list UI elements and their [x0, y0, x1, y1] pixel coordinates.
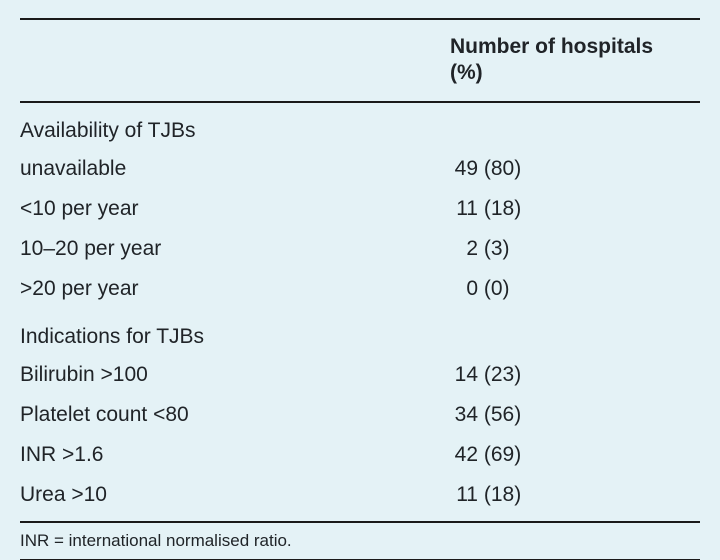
row-pct: (18) — [484, 483, 521, 506]
row-pct: (18) — [484, 197, 521, 220]
row-label: INR >1.6 — [20, 435, 450, 475]
section-title-row: Indications for TJBs — [20, 309, 700, 355]
row-value: 0 (0) — [450, 269, 700, 309]
row-value: 11 (18) — [450, 475, 700, 522]
footnote-row: INR = international normalised ratio. — [20, 522, 700, 560]
row-value: 34 (56) — [450, 395, 700, 435]
row-pct: (80) — [484, 157, 521, 180]
section-title-blank — [450, 102, 700, 149]
row-pct: (23) — [484, 363, 521, 386]
row-pct: (0) — [484, 277, 510, 300]
row-n: 11 — [450, 483, 478, 507]
row-n: 11 — [450, 197, 478, 221]
row-label: unavailable — [20, 149, 450, 189]
table-row: >20 per year 0 (0) — [20, 269, 700, 309]
row-n: 42 — [450, 443, 478, 467]
row-pct: (56) — [484, 403, 521, 426]
row-label: 10–20 per year — [20, 229, 450, 269]
row-pct: (3) — [484, 237, 510, 260]
header-value: Number of hospitals (%) — [450, 19, 700, 102]
row-value: 2 (3) — [450, 229, 700, 269]
row-label: >20 per year — [20, 269, 450, 309]
table-row: INR >1.6 42 (69) — [20, 435, 700, 475]
row-label: Bilirubin >100 — [20, 355, 450, 395]
row-label: Urea >10 — [20, 475, 450, 522]
table-row: Platelet count <80 34 (56) — [20, 395, 700, 435]
header-line1: Number of hospitals — [450, 34, 700, 60]
header-blank — [20, 19, 450, 102]
row-label: Platelet count <80 — [20, 395, 450, 435]
row-value: 14 (23) — [450, 355, 700, 395]
section-title: Availability of TJBs — [20, 102, 450, 149]
tjb-table: Number of hospitals (%) Availability of … — [20, 18, 700, 560]
row-n: 2 — [450, 237, 478, 261]
row-n: 0 — [450, 277, 478, 301]
row-pct: (69) — [484, 443, 521, 466]
row-n: 14 — [450, 363, 478, 387]
table-row: 10–20 per year 2 (3) — [20, 229, 700, 269]
row-n: 49 — [450, 157, 478, 181]
header-row: Number of hospitals (%) — [20, 19, 700, 102]
row-label: <10 per year — [20, 189, 450, 229]
header-line2: (%) — [450, 60, 700, 86]
section-title-blank — [450, 309, 700, 355]
row-value: 42 (69) — [450, 435, 700, 475]
row-value: 49 (80) — [450, 149, 700, 189]
table-row: unavailable 49 (80) — [20, 149, 700, 189]
section-title-row: Availability of TJBs — [20, 102, 700, 149]
footnote: INR = international normalised ratio. — [20, 522, 700, 560]
section-title: Indications for TJBs — [20, 309, 450, 355]
table-body: Availability of TJBs unavailable 49 (80)… — [20, 102, 700, 560]
row-value: 11 (18) — [450, 189, 700, 229]
table-row: Bilirubin >100 14 (23) — [20, 355, 700, 395]
table-row: Urea >10 11 (18) — [20, 475, 700, 522]
row-n: 34 — [450, 403, 478, 427]
table-row: <10 per year 11 (18) — [20, 189, 700, 229]
